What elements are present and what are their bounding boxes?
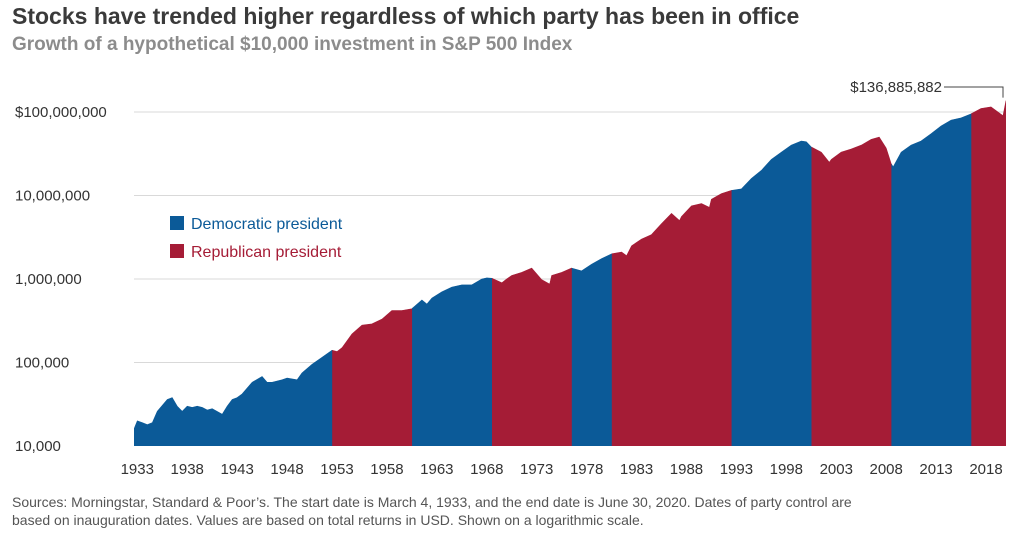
democratic-term-area [412, 277, 493, 446]
y-tick-label: 10,000 [15, 438, 61, 455]
x-tick-label: 1983 [620, 461, 653, 478]
x-tick-label: 1968 [470, 461, 503, 478]
x-tick-label: 1958 [370, 461, 403, 478]
x-tick-label: 2013 [919, 461, 952, 478]
legend: Democratic president Republican president [170, 216, 343, 261]
x-tick-label: 2018 [969, 461, 1002, 478]
democratic-term-area [891, 113, 972, 446]
democratic-legend-label: Democratic president [191, 216, 343, 233]
x-tick-label: 1993 [720, 461, 753, 478]
x-axis: 1933 1938 1943 1948 1953 1958 1963 1968 1973 1978… [121, 461, 1003, 478]
chart-subtitle: Growth of a hypothetical $10,000 investm… [12, 34, 573, 55]
annotation-leader-line [944, 86, 1004, 98]
x-tick-label: 1973 [520, 461, 553, 478]
y-tick-label: 10,000,000 [15, 188, 90, 205]
democratic-term-area [134, 349, 333, 446]
republican-term-area [332, 307, 413, 446]
republican-term-area [611, 190, 733, 446]
democratic-legend-swatch [170, 216, 184, 230]
republican-term-area [492, 267, 573, 446]
y-axis: 10,000 100,000 1,000,000 10,000,000 $100,000… [15, 104, 107, 455]
x-tick-label: 1933 [121, 461, 154, 478]
y-tick-label: 1,000,000 [15, 271, 82, 288]
area-series [134, 100, 1006, 446]
x-tick-label: 1998 [770, 461, 803, 478]
annotation-label: $136,885,882 [850, 79, 942, 96]
republican-term-area [811, 136, 892, 446]
republican-legend-label: Republican president [191, 244, 342, 261]
source-footnote: Sources: Morningstar, Standard & Poor’s.… [12, 493, 1012, 529]
final-value-annotation: $136,885,882 [850, 79, 1004, 98]
x-tick-label: 1953 [320, 461, 353, 478]
x-tick-label: 1943 [220, 461, 253, 478]
chart-area: 10,000 100,000 1,000,000 10,000,000 $100,000… [15, 79, 1006, 478]
x-tick-label: 1938 [171, 461, 204, 478]
footnote-line-1: Sources: Morningstar, Standard & Poor’s.… [12, 494, 852, 510]
y-tick-label: 100,000 [15, 355, 69, 372]
x-tick-label: 1978 [570, 461, 603, 478]
republican-term-area [971, 100, 1006, 446]
x-tick-label: 1963 [420, 461, 453, 478]
x-tick-label: 2003 [820, 461, 853, 478]
x-tick-label: 1948 [270, 461, 303, 478]
footnote-line-2: based on inauguration dates. Values are … [12, 512, 644, 528]
x-tick-label: 2008 [869, 461, 902, 478]
democratic-term-area [571, 253, 613, 446]
democratic-term-area [731, 140, 813, 446]
x-tick-label: 1988 [670, 461, 703, 478]
y-tick-label: $100,000,000 [15, 104, 107, 121]
chart-title: Stocks have trended higher regardless of… [12, 3, 800, 29]
republican-legend-swatch [170, 244, 184, 258]
